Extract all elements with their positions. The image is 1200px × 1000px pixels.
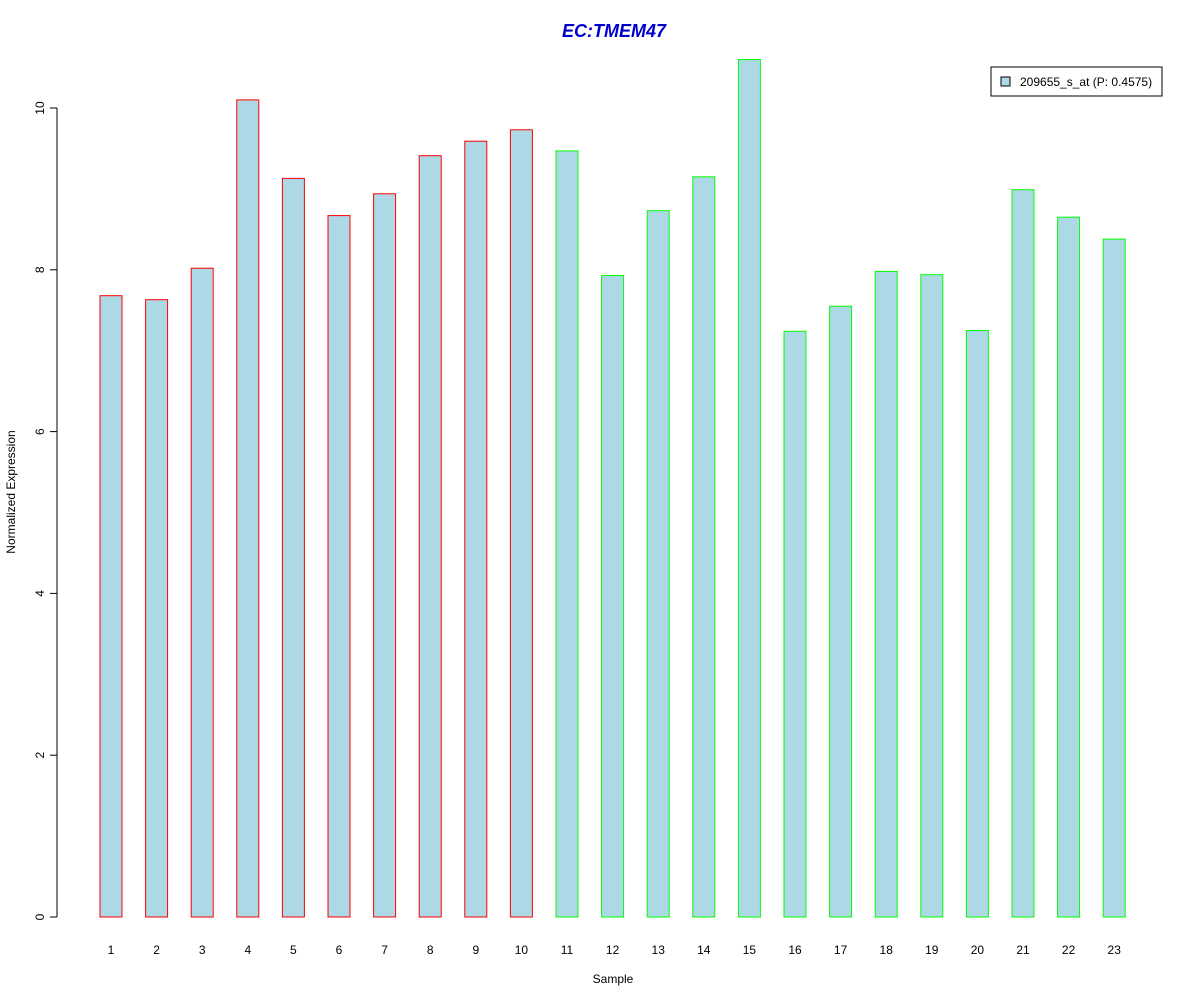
x-tick-label: 16 bbox=[788, 943, 802, 957]
bar-sample-9 bbox=[464, 140, 488, 918]
chart-title: EC:TMEM47 bbox=[562, 21, 667, 41]
y-tick-label: 4 bbox=[33, 590, 47, 597]
y-tick-label: 10 bbox=[33, 101, 47, 115]
x-tick-label: 5 bbox=[290, 943, 297, 957]
legend-label: 209655_s_at (P: 0.4575) bbox=[1020, 75, 1152, 89]
y-tick-label: 6 bbox=[33, 428, 47, 435]
x-tick-label: 1 bbox=[108, 943, 115, 957]
bar-sample-22 bbox=[1057, 216, 1081, 918]
x-axis-title: Sample bbox=[593, 972, 634, 986]
bar-sample-6 bbox=[327, 215, 351, 918]
bar-sample-10 bbox=[509, 129, 533, 918]
x-tick-label: 11 bbox=[561, 943, 574, 957]
x-tick-label: 3 bbox=[199, 943, 206, 957]
x-tick-label: 2 bbox=[153, 943, 160, 957]
x-tick-label: 13 bbox=[652, 943, 666, 957]
bar-sample-2 bbox=[145, 299, 169, 918]
bar-sample-13 bbox=[646, 210, 670, 918]
bar-sample-11 bbox=[555, 150, 579, 918]
x-tick-label: 21 bbox=[1016, 943, 1030, 957]
bar-sample-1 bbox=[99, 295, 123, 918]
x-tick-label: 23 bbox=[1108, 943, 1122, 957]
bar-sample-4 bbox=[236, 99, 260, 918]
x-tick-label: 17 bbox=[834, 943, 848, 957]
x-tick-labels: 1 2 3 4 5 6 7 8 9 10 11 12 13 14 15 16 17 18 19 20 21 22 23 bbox=[108, 943, 1122, 957]
bar-sample-5 bbox=[281, 177, 305, 918]
legend-box bbox=[990, 66, 1163, 97]
x-tick-label: 18 bbox=[880, 943, 894, 957]
x-tick-label: 4 bbox=[244, 943, 251, 957]
bar-sample-21 bbox=[1011, 189, 1035, 918]
y-axis-title: Normalized Expression bbox=[4, 430, 18, 553]
bar-sample-23 bbox=[1102, 238, 1126, 918]
bar-sample-14 bbox=[692, 176, 716, 918]
y-tick-label: 8 bbox=[33, 266, 47, 273]
x-tick-label: 15 bbox=[743, 943, 757, 957]
x-tick-label: 9 bbox=[472, 943, 479, 957]
bar-sample-3 bbox=[190, 267, 214, 918]
y-axis: 0 2 4 6 8 10 bbox=[33, 101, 58, 920]
bars-group bbox=[99, 59, 1126, 918]
bar-sample-20 bbox=[965, 330, 989, 918]
bar-sample-15 bbox=[737, 59, 761, 918]
y-tick-label: 0 bbox=[33, 913, 47, 920]
x-tick-label: 7 bbox=[381, 943, 388, 957]
bar-sample-16 bbox=[783, 330, 807, 918]
legend: 209655_s_at (P: 0.4575) bbox=[990, 66, 1163, 97]
bar-sample-12 bbox=[601, 275, 625, 918]
legend-swatch bbox=[1000, 76, 1011, 87]
x-tick-label: 19 bbox=[925, 943, 939, 957]
y-tick-label: 2 bbox=[33, 752, 47, 759]
x-tick-label: 10 bbox=[515, 943, 529, 957]
bar-sample-18 bbox=[874, 270, 898, 918]
x-tick-label: 12 bbox=[606, 943, 620, 957]
bar-sample-17 bbox=[829, 305, 853, 918]
bar-sample-19 bbox=[920, 274, 944, 918]
x-tick-label: 20 bbox=[971, 943, 985, 957]
x-tick-label: 8 bbox=[427, 943, 434, 957]
x-tick-label: 22 bbox=[1062, 943, 1076, 957]
bar-sample-7 bbox=[373, 193, 397, 918]
bar-sample-8 bbox=[418, 155, 442, 918]
x-tick-label: 14 bbox=[697, 943, 711, 957]
x-tick-label: 6 bbox=[336, 943, 343, 957]
